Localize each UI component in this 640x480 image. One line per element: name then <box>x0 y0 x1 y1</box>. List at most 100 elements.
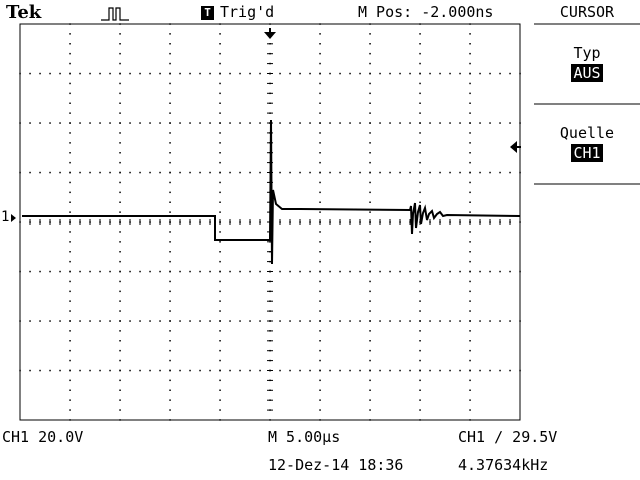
grid-dot <box>319 152 321 154</box>
grid-dot <box>169 280 171 283</box>
grid-dot <box>369 132 371 134</box>
grid-dot <box>259 369 261 372</box>
grid-dot <box>419 280 421 283</box>
grid-dot <box>419 349 421 352</box>
grid-dot <box>419 152 421 154</box>
grid-dot <box>69 260 71 263</box>
grid-dot <box>409 369 411 372</box>
grid-dot <box>139 320 141 322</box>
grid-dot <box>119 349 121 352</box>
grid-dot <box>79 171 81 174</box>
grid-dot <box>379 122 381 124</box>
grid-dot <box>219 340 221 342</box>
grid-dot <box>319 369 321 372</box>
grid-dot <box>149 320 151 322</box>
grid-dot <box>69 122 71 124</box>
grid-dot <box>319 320 321 322</box>
grid-dot <box>89 122 91 124</box>
grid-dot <box>419 201 421 203</box>
menu-item-quelle[interactable]: Quelle CH1 <box>534 124 640 162</box>
grid-dot <box>49 320 51 322</box>
grid-dot <box>419 23 421 25</box>
grid-dot <box>319 330 321 332</box>
grid-dot <box>449 122 451 124</box>
grid-dot <box>169 92 171 95</box>
grid-dot <box>79 72 81 75</box>
grid-dot <box>359 171 361 174</box>
grid-dot <box>319 270 321 273</box>
grid-dot <box>219 231 221 233</box>
grid-dot <box>59 270 61 273</box>
grid-dot <box>219 92 221 95</box>
trigger-level-marker <box>510 141 517 153</box>
grid-dot <box>119 241 121 243</box>
grid-dot <box>219 181 221 184</box>
grid-dot <box>159 122 161 124</box>
grid-dot <box>59 72 61 75</box>
grid-dot <box>419 320 421 322</box>
grid-dot <box>419 112 421 114</box>
grid-dot <box>69 290 71 293</box>
grid-dot <box>319 260 321 263</box>
grid-dot <box>339 72 341 75</box>
grid-dot <box>369 211 371 213</box>
grid-dot <box>319 92 321 95</box>
grid-dot <box>189 171 191 174</box>
grid-dot <box>369 310 371 312</box>
grid-dot <box>119 171 121 174</box>
grid-dot <box>119 211 121 213</box>
grid-dot <box>79 270 81 273</box>
grid-dot <box>419 330 421 332</box>
grid-dot <box>169 369 171 372</box>
grid-dot <box>69 152 71 154</box>
grid-dot <box>369 330 371 332</box>
grid-dot <box>429 171 431 174</box>
grid-dot <box>479 270 481 273</box>
grid-dot <box>299 72 301 75</box>
grid-dot <box>319 142 321 144</box>
grid-dot <box>419 161 421 164</box>
grid-dot <box>119 231 121 233</box>
grid-dot <box>219 330 221 332</box>
menu-item-typ-label: Typ <box>573 44 601 62</box>
grid-dot <box>319 171 321 174</box>
grid-dot <box>69 330 71 332</box>
ch1-scale: CH1 20.0V <box>2 428 84 446</box>
grid-dot <box>169 399 171 401</box>
grid-dot <box>379 72 381 75</box>
grid-dot <box>219 112 221 114</box>
grid-dot <box>279 72 281 75</box>
grid-dot <box>329 270 331 273</box>
grid-dot <box>359 369 361 372</box>
grid-dot <box>129 369 131 372</box>
grid-dot <box>369 142 371 144</box>
grid-dot <box>419 181 421 184</box>
grid-dot <box>29 369 31 372</box>
grid-dot <box>119 340 121 342</box>
grid-dot <box>119 330 121 332</box>
grid-dot <box>39 320 41 322</box>
grid-dot <box>139 72 141 75</box>
menu-item-typ[interactable]: Typ AUS <box>534 44 640 82</box>
grid-dot <box>69 72 71 75</box>
grid-dot <box>479 72 481 75</box>
grid-dot <box>169 191 171 194</box>
grid-dot <box>469 251 471 253</box>
grid-dot <box>69 191 71 194</box>
grid-dot <box>69 359 71 362</box>
grid-dot <box>29 122 31 124</box>
grid-dot <box>239 369 241 372</box>
grid-dot <box>199 171 201 174</box>
grid-dot <box>229 369 231 372</box>
grid-dot <box>89 171 91 174</box>
grid-dot <box>469 72 471 75</box>
grid-dot <box>319 399 321 401</box>
grid-dot <box>119 72 121 75</box>
grid-dot <box>369 161 371 164</box>
grid-dot <box>469 330 471 332</box>
menu-title: CURSOR <box>559 3 615 21</box>
grid-dot <box>219 142 221 144</box>
grid-dot <box>319 62 321 65</box>
grid-dot <box>469 270 471 273</box>
grid-dot <box>329 122 331 124</box>
